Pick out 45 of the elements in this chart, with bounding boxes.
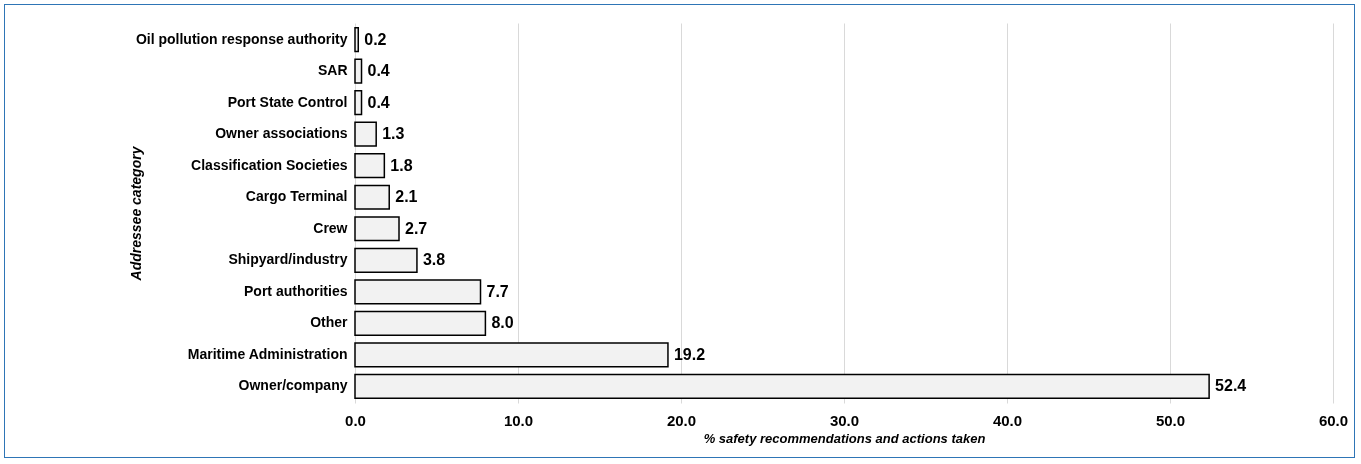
bar [354,342,669,368]
y-tick-label: Oil pollution response authority [135,30,348,47]
bar [354,90,363,116]
y-tick-label: Other [310,314,349,331]
y-tick-label: Shipyard/industry [228,251,348,268]
bar [354,216,400,242]
bar [354,373,1210,400]
y-tick-label: Maritime Administration [187,345,348,362]
data-label: 0.4 [367,62,390,80]
y-axis-title: Addressee category [127,145,144,282]
bar [354,121,377,147]
data-label: 8.0 [491,314,514,332]
bar [354,279,482,305]
x-tick-label: 50.0 [1155,411,1186,429]
data-label: 52.4 [1215,377,1247,395]
data-label: 2.1 [395,188,418,206]
x-tick-label: 30.0 [829,411,860,429]
x-tick-label: 60.0 [1318,411,1349,429]
y-tick-label: SAR [317,62,348,79]
x-axis-title: % safety recommendations and actions taken [703,430,986,446]
x-tick-label: 20.0 [666,411,697,429]
data-label: 3.8 [422,251,446,269]
x-tick-label: 10.0 [503,411,534,429]
y-tick-label: Classification Societies [191,156,348,173]
bar [354,26,360,53]
x-tick-label: 0.0 [345,411,366,429]
y-tick-label: Owner associations [215,125,348,142]
y-tick-label: Crew [313,219,348,236]
bar [354,58,363,84]
data-label: 7.7 [486,282,509,300]
data-label: 2.7 [405,219,428,237]
data-label: 1.8 [390,156,413,174]
data-label: 0.2 [364,30,387,48]
data-label: 1.3 [382,125,405,143]
bar [354,310,487,336]
y-tick-label: Port State Control [227,93,348,110]
bar [354,247,418,273]
data-label: 0.4 [367,93,390,111]
bar [354,153,386,179]
bar [354,184,390,210]
data-label: 19.2 [673,345,706,363]
y-tick-label: Port authorities [244,282,348,299]
x-tick-label: 40.0 [992,411,1023,429]
y-tick-label: Owner/company [238,377,348,394]
y-tick-label: Cargo Terminal [245,188,348,205]
